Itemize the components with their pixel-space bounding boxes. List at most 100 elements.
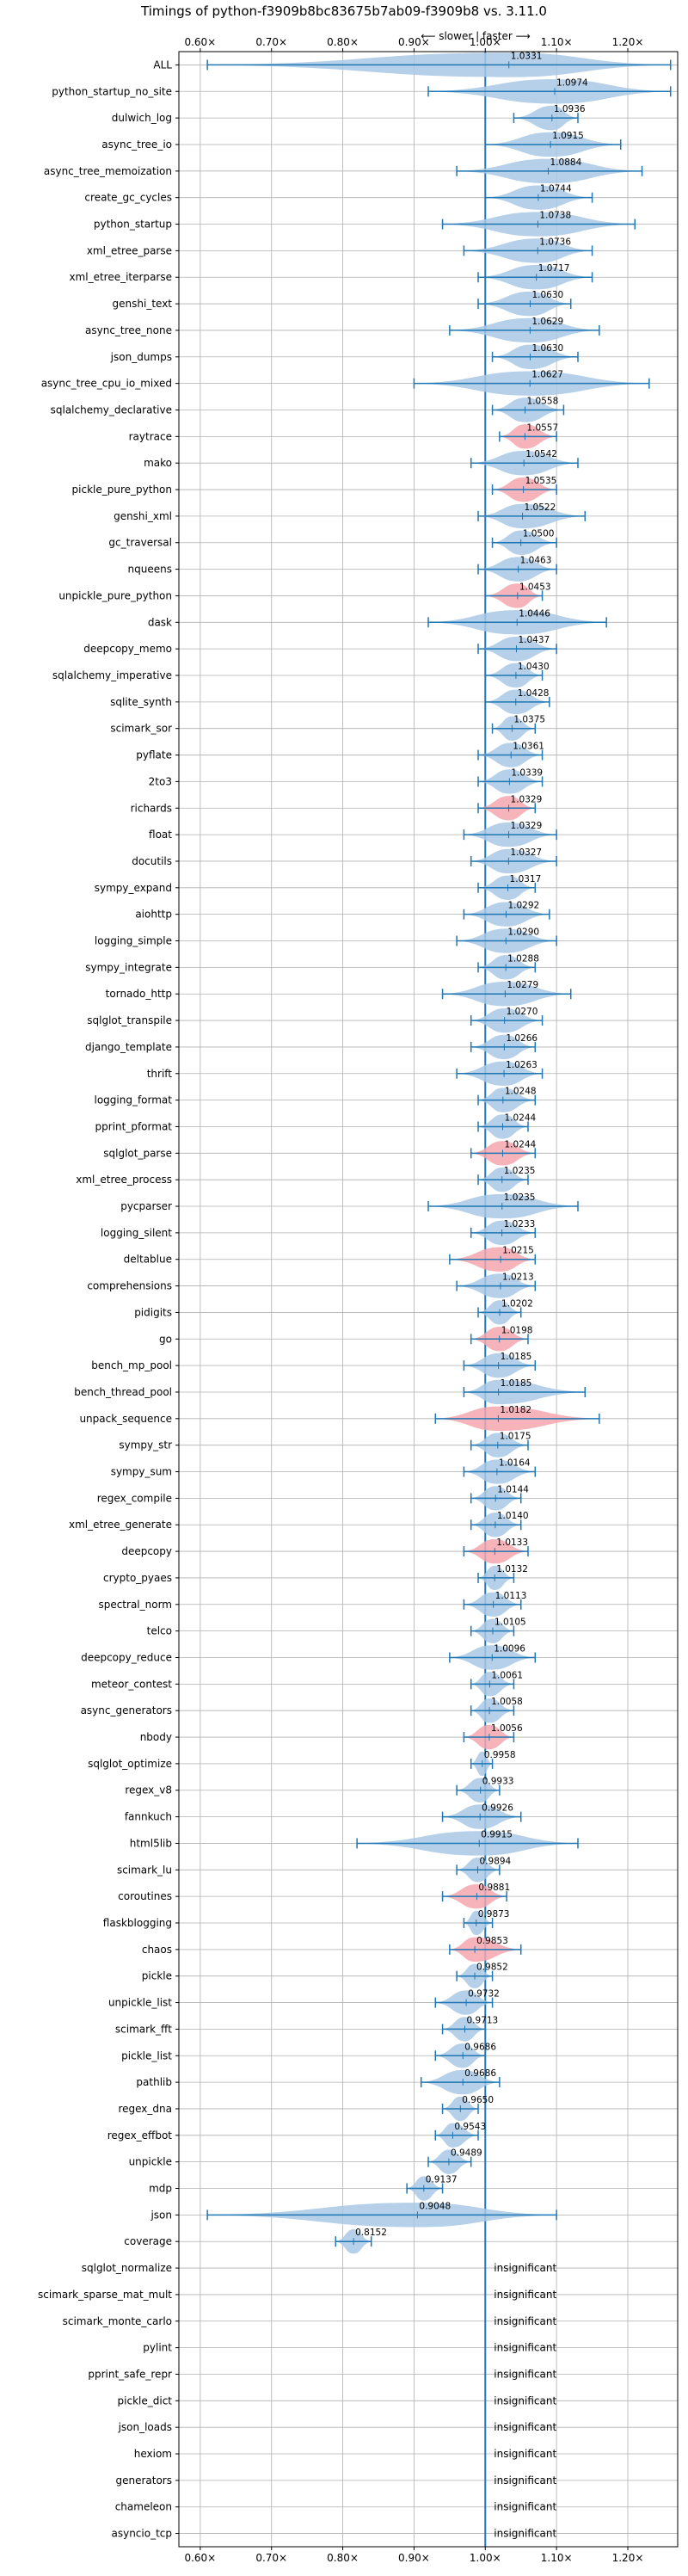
benchmark-label: gc_traversal [108, 537, 172, 549]
benchmark-label: sqlglot_transpile [87, 1014, 172, 1026]
benchmark-label: python_startup [94, 219, 172, 231]
benchmark-label: create_gc_cycles [84, 192, 172, 204]
value-label: 1.0630 [531, 290, 563, 300]
benchmark-label: chaos [142, 1944, 172, 1956]
benchmark-label: tornado_http [106, 988, 172, 1000]
value-label: 1.0629 [531, 317, 563, 327]
value-label: 1.0446 [519, 608, 550, 619]
value-label: 1.0263 [506, 1060, 538, 1070]
marks-layer: 1.0331 1.0974 1.0936 1.0915 1.0884 1.0744 1.07… [206, 51, 672, 2547]
value-label: 1.0061 [491, 1670, 523, 1680]
value-label: 1.0428 [518, 688, 550, 699]
benchmark-label: deltablue [124, 1254, 172, 1266]
value-label: 1.0105 [494, 1618, 526, 1628]
benchmark-label: logging_simple [95, 935, 172, 947]
y-tick-labels: ALL python_startup_no_site dulwich_logasyn… [38, 59, 179, 2540]
benchmark-label: scimark_fft [115, 2023, 172, 2035]
x-tick-label-top: 1.20× [612, 36, 644, 48]
insignificant-label: insignificant [494, 2394, 556, 2407]
benchmark-label: aiohttp [135, 909, 172, 921]
value-label: 1.0113 [495, 1591, 527, 1601]
value-label: 1.0936 [554, 104, 586, 114]
value-label: 1.0736 [539, 237, 571, 247]
benchmark-label: async_tree_memoization [44, 165, 172, 177]
benchmark-label: deepcopy_reduce [81, 1651, 172, 1663]
value-label: 1.0235 [504, 1192, 536, 1203]
value-label: 1.0132 [496, 1564, 528, 1575]
benchmark-label: pathlib [136, 2076, 172, 2088]
value-label: 1.0535 [525, 476, 557, 486]
value-label: 1.0290 [507, 927, 539, 938]
value-label: 1.0058 [491, 1697, 523, 1707]
value-label: 0.9853 [476, 1936, 508, 1946]
value-label: 1.0292 [507, 901, 539, 911]
value-label: 1.0453 [519, 582, 551, 592]
benchmark-label: deepcopy_memo [83, 643, 172, 655]
value-label: 1.0056 [491, 1723, 523, 1734]
benchmark-label: asyncio_tcp [111, 2528, 172, 2540]
benchmark-label: spectral_norm [98, 1599, 172, 1611]
benchmark-label: crypto_pyaes [103, 1572, 172, 1584]
benchmark-label: go [159, 1333, 172, 1345]
benchmark-label: async_tree_cpu_io_mixed [41, 378, 172, 390]
direction-label: ⟵ slower | faster ⟶ [421, 30, 531, 42]
value-label: 1.0430 [518, 662, 550, 672]
x-tick-label-top: 1.00× [470, 36, 501, 48]
benchmark-label: mdp [149, 2183, 172, 2195]
value-label: 0.9713 [467, 2015, 499, 2025]
grid-layer [179, 52, 678, 2547]
insignificant-label: insignificant [494, 2501, 556, 2513]
insignificant-label: insignificant [494, 2342, 556, 2354]
benchmark-label: sympy_str [119, 1439, 172, 1451]
value-label: 1.0361 [513, 742, 544, 752]
benchmark-label: raytrace [129, 430, 172, 442]
benchmark-label: bench_mp_pool [91, 1359, 172, 1371]
benchmark-label: xml_etree_parse [87, 244, 172, 256]
benchmark-label: logging_format [94, 1094, 172, 1106]
benchmark-label: xml_etree_process [76, 1174, 172, 1186]
value-label: 1.0182 [500, 1405, 531, 1415]
benchmark-label: bench_thread_pool [74, 1386, 172, 1398]
benchmark-label: dask [148, 616, 172, 628]
x-tick-label-top: 0.80× [327, 36, 359, 48]
value-label: 1.0557 [526, 422, 558, 433]
value-label: 1.0558 [527, 396, 559, 406]
value-label: 1.0738 [539, 211, 571, 221]
value-label: 0.9894 [480, 1856, 512, 1866]
x-tick-label-bottom: 0.70× [255, 2552, 287, 2564]
benchmark-label: pickle [142, 1970, 172, 1982]
benchmark-label: json [150, 2209, 172, 2221]
value-label: 1.0630 [531, 343, 563, 354]
value-label: 1.0331 [511, 51, 543, 61]
benchmark-label: pylint [143, 2342, 172, 2354]
benchmark-label: sqlalchemy_imperative [52, 669, 172, 681]
benchmark-label: nqueens [128, 564, 172, 576]
benchmark-label: thrift [147, 1068, 173, 1080]
value-label: 1.0185 [501, 1378, 532, 1389]
benchmark-label: pickle_dict [118, 2394, 173, 2407]
value-label: 1.0235 [504, 1166, 536, 1176]
benchmark-label: scimark_lu [117, 1864, 172, 1876]
benchmark-label: async_generators [81, 1704, 172, 1716]
insignificant-label: insignificant [494, 2421, 556, 2433]
value-label: 0.9933 [482, 1777, 514, 1787]
benchmark-label: docutils [132, 855, 172, 867]
benchmark-label: sympy_expand [95, 882, 172, 894]
benchmark-label: hexiom [134, 2448, 172, 2460]
x-tick-label-bottom: 0.80× [327, 2552, 359, 2564]
benchmark-label: genshi_text [113, 298, 173, 310]
benchmark-label: regex_compile [97, 1492, 172, 1504]
benchmark-label: ALL [153, 59, 172, 71]
x-tick-label-bottom: 0.60× [184, 2552, 216, 2564]
benchmark-label: scimark_monte_carlo [63, 2315, 172, 2327]
benchmark-label: deepcopy [121, 1545, 172, 1557]
value-label: 1.0974 [556, 77, 588, 88]
value-label: 1.0266 [506, 1033, 538, 1044]
x-tick-label-top: 0.60× [184, 36, 216, 48]
insignificant-label: insignificant [494, 2315, 556, 2327]
value-label: 1.0375 [513, 715, 545, 725]
insignificant-label: insignificant [494, 2528, 556, 2540]
value-label: 1.0233 [504, 1219, 536, 1229]
value-label: 1.0215 [502, 1246, 534, 1256]
